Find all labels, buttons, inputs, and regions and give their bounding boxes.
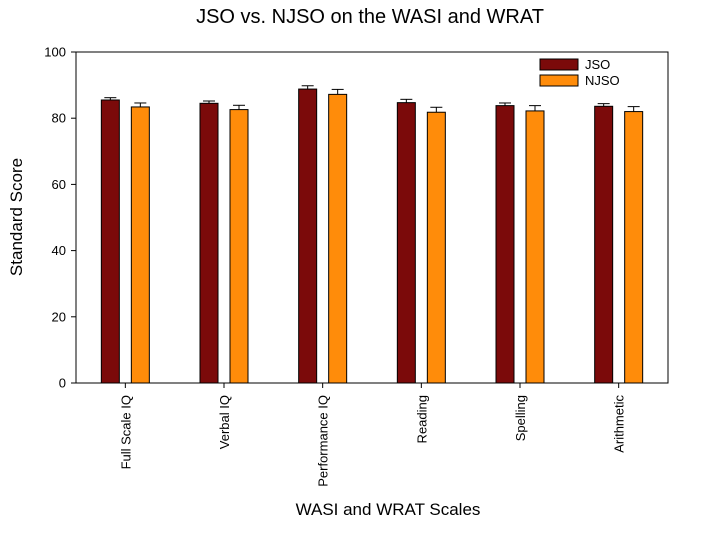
plot-area: 0 20 40 60 80 100 Full Scale IQ Verbal IQ Perfor… (44, 45, 669, 487)
legend-label-jso: JSO (585, 57, 610, 72)
bar-jso (100, 99, 120, 384)
bar-njso (130, 106, 150, 384)
bar-njso (426, 111, 446, 384)
bar-jso (495, 105, 515, 384)
plot-frame (75, 51, 669, 384)
bar-njso (525, 110, 545, 384)
y-tick-label: 20 (52, 309, 66, 324)
chart-title: JSO vs. NJSO on the WASI and WRAT (196, 6, 544, 28)
legend-label-njso: NJSO (585, 73, 620, 88)
x-tick-label: Reading (414, 395, 429, 443)
bar-njso (624, 111, 644, 384)
bar-njso (229, 109, 249, 384)
bar-jso (199, 102, 219, 384)
y-tick-label: 80 (52, 111, 66, 126)
bar-jso (298, 88, 318, 384)
x-tick-label: Full Scale IQ (118, 395, 133, 469)
y-tick-label: 60 (52, 177, 66, 192)
legend-swatch-njso (539, 74, 579, 87)
bar-njso (328, 93, 348, 384)
y-tick-label: 100 (44, 45, 66, 60)
bar-jso (396, 102, 416, 384)
y-axis-label: Standard Score (7, 158, 26, 276)
y-tick-label: 40 (52, 243, 66, 258)
bar-jso (594, 105, 614, 384)
x-axis-label: WASI and WRAT Scales (296, 500, 481, 519)
x-tick-label: Spelling (513, 395, 528, 441)
x-tick-label: Verbal IQ (217, 395, 232, 449)
y-tick-label: 0 (59, 376, 66, 391)
legend-swatch-jso (539, 58, 579, 71)
x-tick-label: Arithmetic (612, 395, 627, 453)
x-tick-label: Performance IQ (316, 395, 331, 487)
